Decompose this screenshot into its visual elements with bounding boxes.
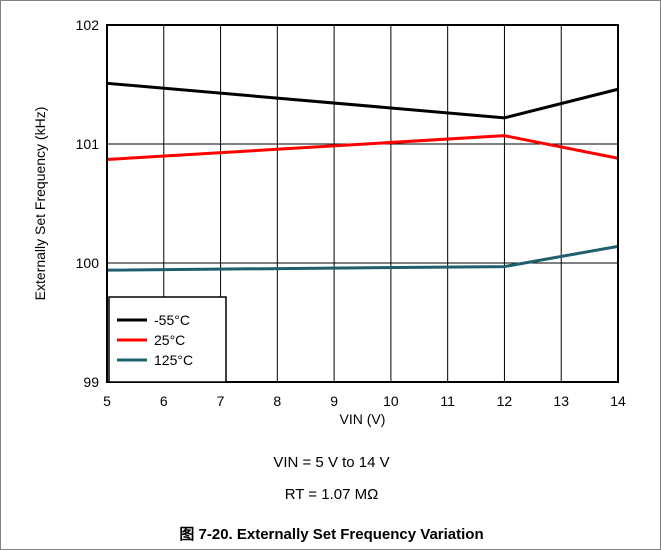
x-tick-label: 7 bbox=[217, 393, 225, 409]
x-tick-label: 13 bbox=[553, 393, 569, 409]
x-tick-label: 9 bbox=[330, 393, 338, 409]
legend-label: -55°C bbox=[154, 312, 190, 328]
y-tick-label: 99 bbox=[83, 374, 99, 390]
rt-condition: RT = 1.07 MΩ bbox=[284, 486, 379, 503]
y-tick-label: 100 bbox=[76, 255, 100, 271]
series-line bbox=[106, 134, 619, 161]
legend: -55°C 25°C 125°C bbox=[108, 296, 227, 383]
plot-area-border bbox=[106, 24, 619, 383]
x-tick-label: 14 bbox=[610, 393, 626, 409]
x-tick-label: 11 bbox=[440, 393, 455, 409]
y-tick-label: 102 bbox=[76, 17, 100, 33]
line-chart: 5 6 7 8 9 10 11 12 13 14 99 100 101 102 VIN (V) Exte… bbox=[32, 17, 626, 427]
x-tick-label: 5 bbox=[103, 393, 111, 409]
series-line bbox=[106, 81, 619, 120]
y-tick-label: 101 bbox=[76, 136, 100, 152]
x-axis-title: VIN (V) bbox=[340, 411, 386, 427]
figure-caption: 图 7-20. Externally Set Frequency Variati… bbox=[179, 526, 484, 543]
x-tick-label: 10 bbox=[383, 393, 399, 409]
x-tick-label: 12 bbox=[497, 393, 513, 409]
x-tick-labels: 5 6 7 8 9 10 11 12 13 14 bbox=[103, 393, 626, 409]
legend-label: 25°C bbox=[154, 332, 185, 348]
vin-condition: VIN = 5 V to 14 V bbox=[273, 454, 390, 471]
x-tick-label: 8 bbox=[273, 393, 281, 409]
x-tick-label: 6 bbox=[160, 393, 168, 409]
legend-label: 125°C bbox=[154, 352, 193, 368]
y-tick-labels: 99 100 101 102 bbox=[76, 17, 100, 390]
y-axis-title: Externally Set Frequency (kHz) bbox=[32, 107, 48, 301]
series-line bbox=[106, 244, 619, 272]
series-lines bbox=[106, 81, 619, 272]
